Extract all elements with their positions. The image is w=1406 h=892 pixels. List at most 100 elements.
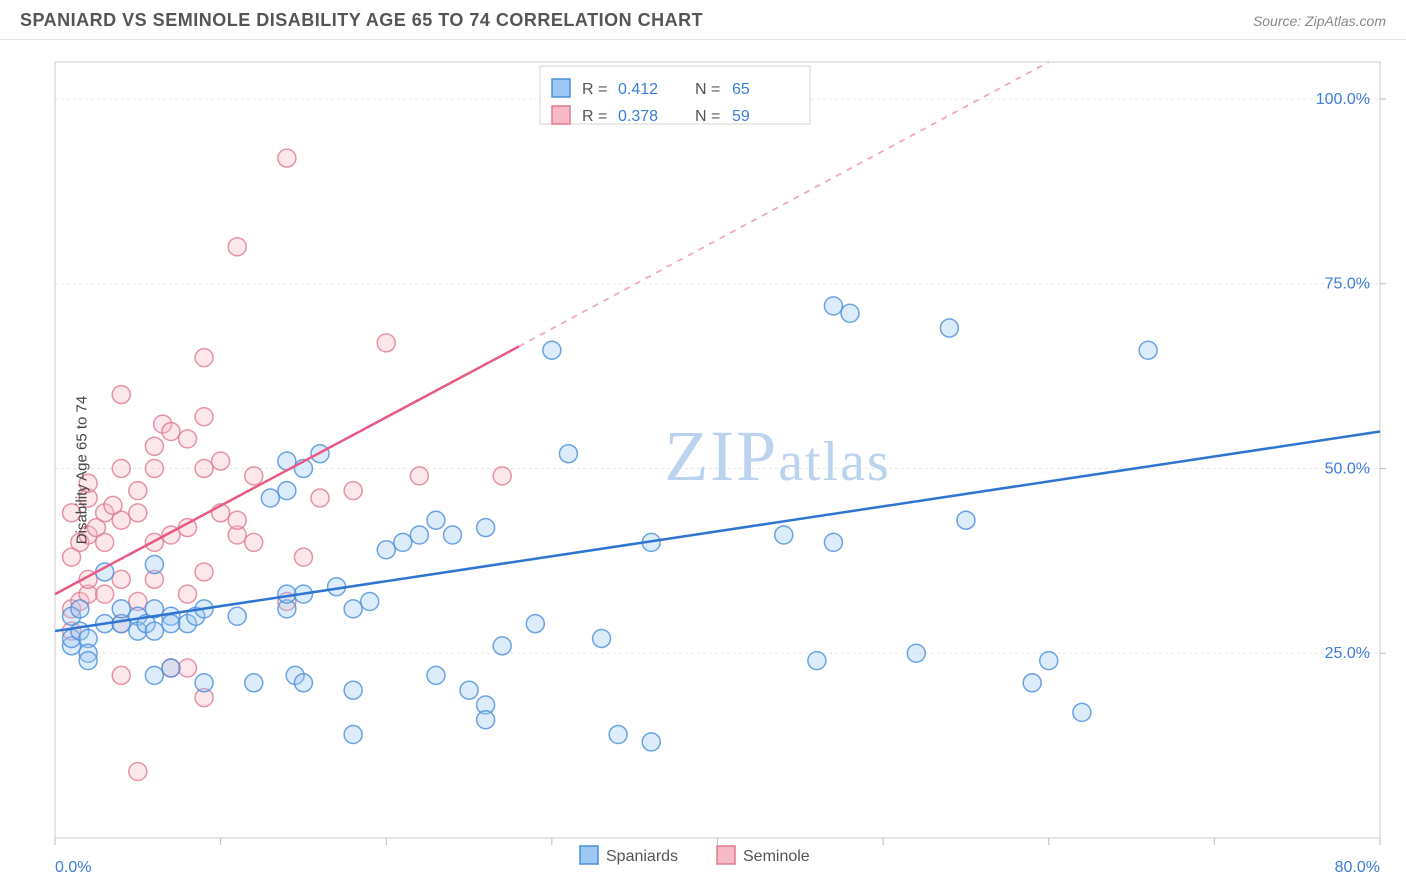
spaniards-point [410, 526, 428, 544]
spaniards-point [841, 304, 859, 322]
seminole-point [162, 423, 180, 441]
spaniards-point [145, 622, 163, 640]
spaniards-point [957, 511, 975, 529]
seminole-point [493, 467, 511, 485]
y-tick-label: 100.0% [1316, 91, 1370, 108]
spaniards-point [278, 482, 296, 500]
legend-box [540, 66, 810, 124]
spaniards-point [344, 681, 362, 699]
seminole-point [112, 459, 130, 477]
seminole-point [145, 459, 163, 477]
seminole-point [195, 459, 213, 477]
seminole-point [112, 570, 130, 588]
spaniards-point [775, 526, 793, 544]
chart-title: SPANIARD VS SEMINOLE DISABILITY AGE 65 T… [20, 10, 703, 31]
y-axis-label: Disability Age 65 to 74 [74, 396, 91, 544]
spaniards-point [907, 644, 925, 662]
spaniards-point [444, 526, 462, 544]
seminole-point [228, 511, 246, 529]
spaniards-point [344, 600, 362, 618]
seminole-point [195, 408, 213, 426]
legend-r-value: 0.412 [618, 81, 658, 98]
legend-swatch [580, 846, 598, 864]
spaniards-point [1023, 674, 1041, 692]
spaniards-point [477, 519, 495, 537]
seminole-point [294, 548, 312, 566]
seminole-point [129, 762, 147, 780]
y-tick-label: 25.0% [1325, 645, 1370, 662]
seminole-point [195, 563, 213, 581]
spaniards-point [427, 511, 445, 529]
spaniards-point [460, 681, 478, 699]
seminole-point [129, 482, 147, 500]
legend-n-value: 59 [732, 108, 750, 125]
seminole-point [112, 386, 130, 404]
legend-r-label: R = [582, 108, 607, 125]
seminole-point [228, 238, 246, 256]
spaniards-point [1139, 341, 1157, 359]
seminole-point [179, 585, 197, 603]
spaniards-point [394, 533, 412, 551]
spaniards-point [377, 541, 395, 559]
legend-r-label: R = [582, 81, 607, 98]
seminole-point [195, 349, 213, 367]
seminole-point [278, 149, 296, 167]
legend-swatch [552, 106, 570, 124]
seminole-point [179, 659, 197, 677]
spaniards-point [940, 319, 958, 337]
spaniards-point [195, 674, 213, 692]
seminole-point [129, 504, 147, 522]
spaniards-point [642, 733, 660, 751]
spaniards-point [526, 615, 544, 633]
legend-n-value: 65 [732, 81, 750, 98]
spaniards-point [162, 659, 180, 677]
seminole-point [112, 511, 130, 529]
legend-swatch [552, 79, 570, 97]
seminole-point [311, 489, 329, 507]
spaniards-point [1073, 703, 1091, 721]
spaniards-point [228, 607, 246, 625]
spaniards-point [609, 726, 627, 744]
spaniards-point [477, 711, 495, 729]
spaniards-point [824, 533, 842, 551]
scatter-chart: 25.0%50.0%75.0%100.0%0.0%80.0%ZIPatlasR … [0, 48, 1406, 892]
spaniards-point [112, 600, 130, 618]
seminole-point [245, 533, 263, 551]
seminole-point [96, 533, 114, 551]
legend-series-label: Seminole [743, 848, 810, 865]
spaniards-point [145, 666, 163, 684]
legend-series-label: Spaniards [606, 848, 678, 865]
seminole-point [96, 585, 114, 603]
spaniards-point [808, 652, 826, 670]
legend-n-label: N = [695, 108, 720, 125]
seminole-point [245, 467, 263, 485]
seminole-point [145, 437, 163, 455]
legend-n-label: N = [695, 81, 720, 98]
seminole-point [179, 430, 197, 448]
spaniards-point [427, 666, 445, 684]
chart-area: Disability Age 65 to 74 25.0% 50.0% 75.0% 1… [0, 48, 1406, 892]
spaniards-point [261, 489, 279, 507]
spaniards-point [543, 341, 561, 359]
seminole-point [344, 482, 362, 500]
source-attribution: Source: ZipAtlas.com [1253, 13, 1386, 29]
legend-swatch [717, 846, 735, 864]
spaniards-point [245, 674, 263, 692]
spaniards-point [493, 637, 511, 655]
seminole-point [112, 666, 130, 684]
x-tick-label: 0.0% [55, 859, 91, 876]
seminole-point [410, 467, 428, 485]
seminole-point [377, 334, 395, 352]
y-tick-label: 50.0% [1325, 460, 1370, 477]
seminole-point [212, 452, 230, 470]
y-tick-label: 75.0% [1325, 276, 1370, 293]
spaniards-point [361, 593, 379, 611]
spaniards-point [1040, 652, 1058, 670]
spaniards-point [145, 556, 163, 574]
spaniards-point [294, 674, 312, 692]
watermark: ZIPatlas [664, 416, 891, 496]
spaniards-point [593, 629, 611, 647]
spaniards-point [559, 445, 577, 463]
spaniards-point [824, 297, 842, 315]
spaniards-point [162, 615, 180, 633]
